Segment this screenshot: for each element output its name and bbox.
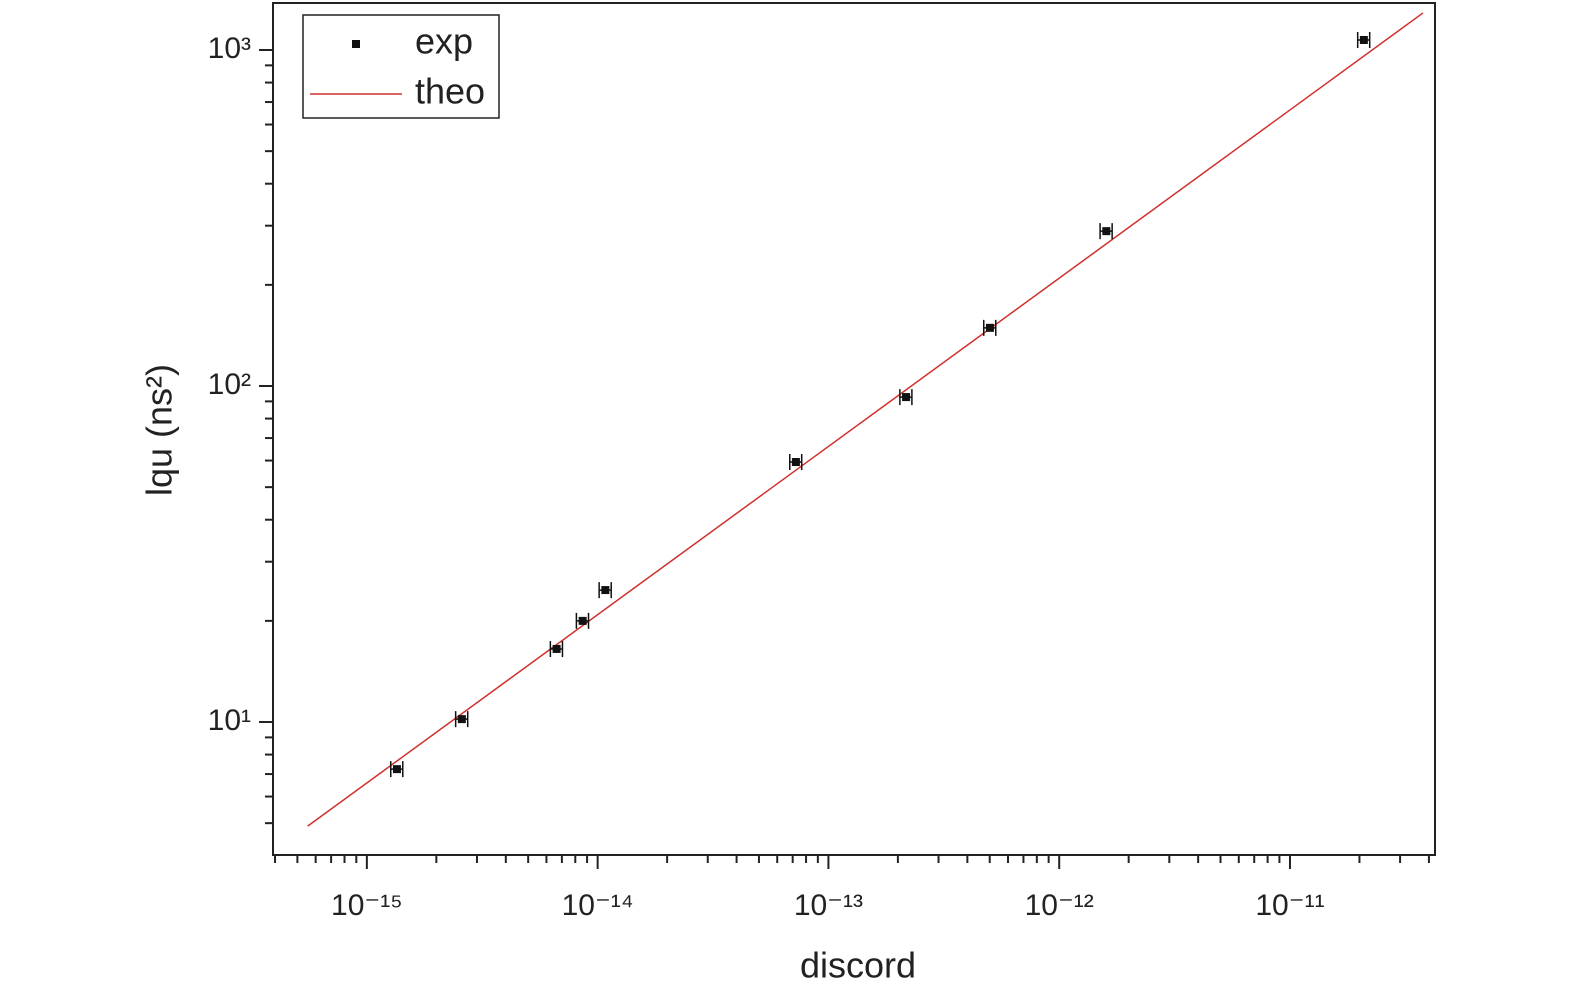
legend-marker	[352, 40, 360, 48]
data-point	[392, 765, 401, 774]
data-point	[791, 458, 800, 467]
y-axis-title: lqu (ns²)	[139, 364, 180, 496]
data-point	[457, 715, 466, 724]
data-point	[1359, 35, 1368, 44]
data-point	[902, 393, 911, 402]
data-point	[552, 644, 561, 653]
theory-line	[307, 12, 1424, 827]
legend-label: theo	[415, 71, 485, 112]
y-tick-label: 10¹	[208, 704, 251, 737]
data-point	[985, 323, 994, 332]
x-tick-label: 10⁻¹²	[1025, 889, 1094, 922]
y-tick-label: 10²	[208, 368, 251, 401]
data-point	[578, 616, 587, 625]
x-axis-title: discord	[800, 945, 916, 986]
x-tick-label: 10⁻¹⁵	[331, 889, 403, 922]
x-tick-label: 10⁻¹³	[794, 889, 863, 922]
data-point	[601, 586, 610, 595]
legend-box	[302, 14, 500, 119]
data-point	[1102, 227, 1111, 236]
y-tick-label: 10³	[208, 32, 251, 65]
plot-frame	[272, 2, 1436, 856]
x-tick-label: 10⁻¹⁴	[562, 889, 634, 922]
legend-label: exp	[415, 21, 473, 62]
x-tick-label: 10⁻¹¹	[1255, 889, 1324, 922]
